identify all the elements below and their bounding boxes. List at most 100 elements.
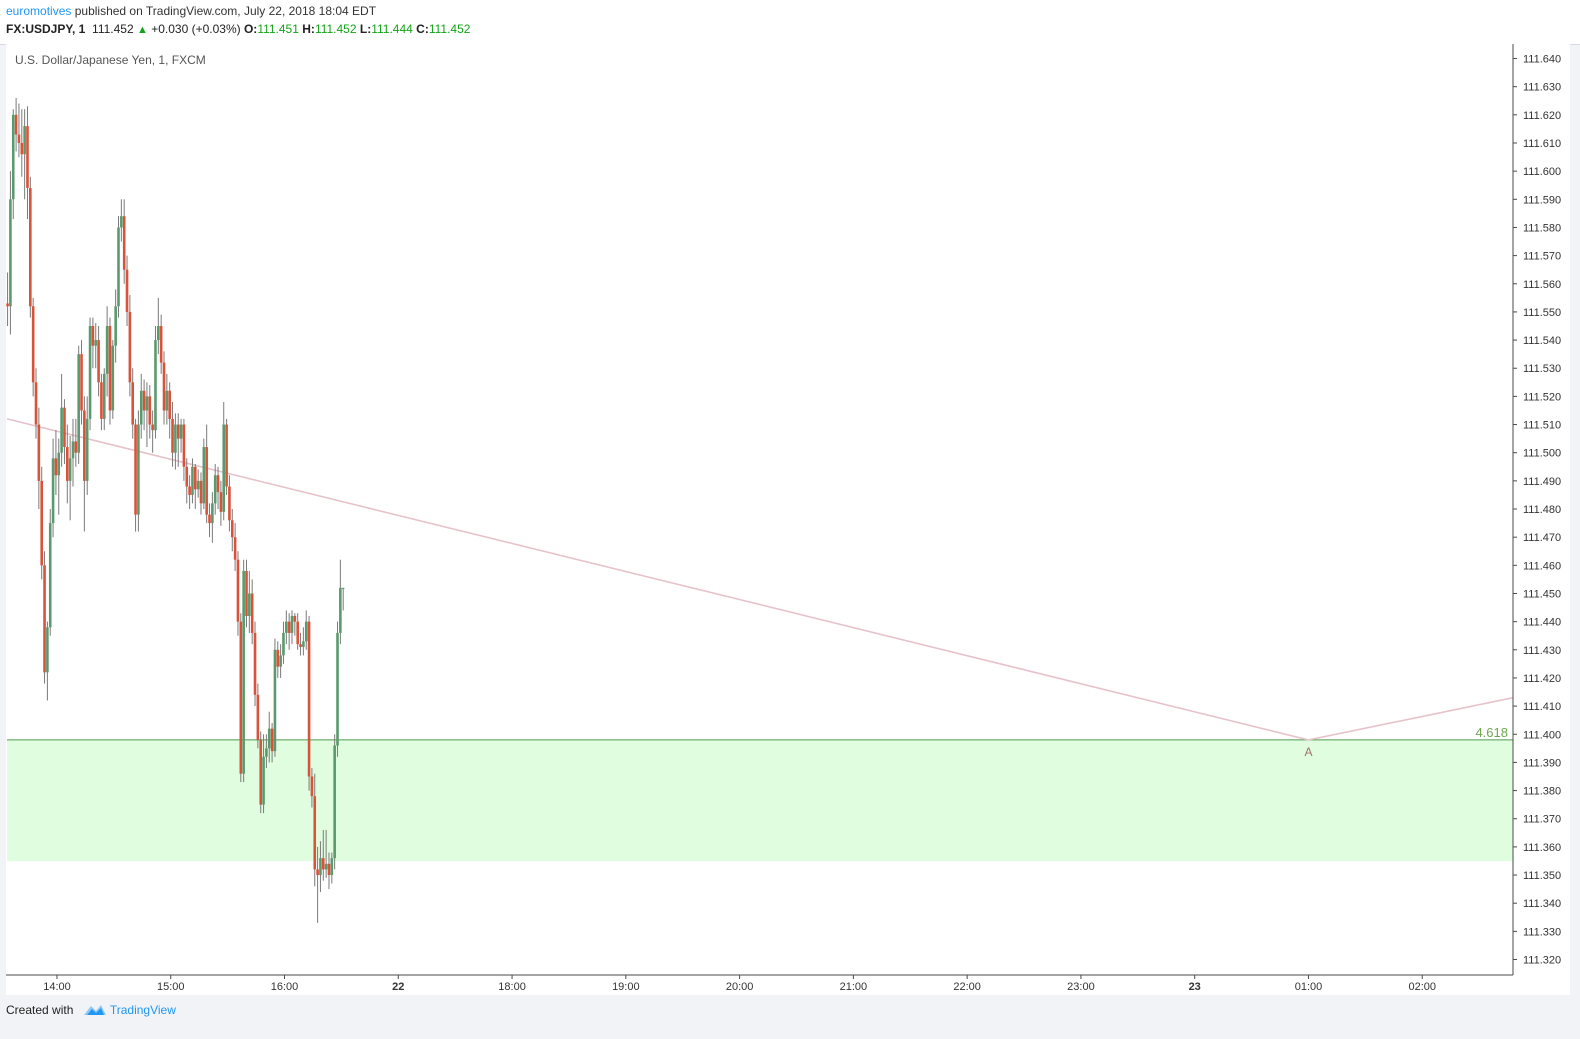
candle: [26, 106, 29, 220]
candle-body: [117, 227, 120, 307]
candle-body: [287, 621, 291, 633]
candle-body: [267, 728, 271, 749]
candle: [324, 829, 328, 878]
price-tick-label: 111.370: [1523, 814, 1561, 826]
candle-body: [97, 340, 100, 383]
candle-body: [111, 345, 115, 411]
candle-body: [213, 475, 217, 504]
candle-body: [273, 649, 277, 752]
candle-body: [293, 616, 297, 622]
candle-body: [339, 587, 342, 633]
candle: [157, 297, 160, 355]
candle-body: [43, 565, 46, 673]
candle: [248, 570, 251, 633]
candle-body: [336, 632, 339, 746]
candle: [125, 255, 129, 326]
candle-body: [279, 655, 282, 667]
candle: [165, 373, 169, 425]
candle-body: [60, 407, 63, 453]
price-tick-label: 111.350: [1523, 870, 1561, 882]
candle-body: [14, 114, 18, 135]
candle-body: [262, 756, 265, 805]
time-tick-label: 14:00: [43, 981, 71, 993]
candle: [205, 424, 208, 524]
publish-info: euromotives published on TradingView.com…: [6, 4, 376, 18]
high-label: H:: [302, 22, 315, 36]
candle-body: [120, 216, 123, 228]
candle-body: [233, 537, 237, 560]
candle: [179, 418, 183, 453]
time-tick-label: 22: [392, 981, 404, 993]
candle: [230, 509, 234, 552]
price-tick-label: 111.500: [1523, 448, 1561, 460]
candle-body: [165, 390, 169, 411]
candle-body: [185, 466, 189, 487]
candle-body: [208, 514, 211, 524]
candle: [185, 458, 189, 504]
candle-body: [253, 632, 257, 695]
candle-body: [276, 649, 280, 667]
price-chart[interactable]: 4.618 A 111.640 111.630 111.620 111.610 111.…: [6, 44, 1570, 995]
time-tick-label: 23: [1189, 981, 1201, 993]
tradingview-link[interactable]: TradingView: [109, 1003, 176, 1017]
candle-body: [230, 520, 234, 538]
candle-body: [105, 325, 109, 374]
candle: [159, 314, 163, 374]
price-tick-label: 111.510: [1523, 420, 1561, 432]
close-value: 111.452: [428, 22, 471, 36]
price-tick-label: 111.560: [1523, 279, 1561, 291]
candle-body: [270, 728, 274, 752]
candle-body: [219, 492, 223, 512]
candle-body: [77, 354, 80, 453]
price-tick-label: 111.340: [1523, 898, 1561, 910]
time-tick-label: 19:00: [612, 981, 640, 993]
candle-body: [40, 480, 44, 566]
low-value: 111.444: [371, 22, 413, 36]
candle: [259, 731, 263, 814]
candle: [270, 723, 274, 763]
price-tick-label: 111.380: [1523, 786, 1561, 798]
candle: [88, 317, 92, 431]
candle: [145, 382, 149, 448]
candle-body: [17, 134, 21, 143]
candle-body: [191, 466, 194, 495]
candle: [83, 396, 86, 532]
time-tick-label: 23:00: [1067, 981, 1095, 993]
candle: [202, 438, 206, 510]
candle: [9, 171, 12, 335]
price-tick-label: 111.540: [1523, 335, 1561, 347]
candle: [313, 773, 317, 887]
author-link[interactable]: euromotives: [6, 4, 72, 18]
candle: [117, 216, 120, 318]
symbol-name: FX:USDJPY, 1: [6, 22, 86, 36]
candle: [71, 418, 75, 487]
price-tick-label: 111.460: [1523, 560, 1561, 572]
chart-title: U.S. Dollar/Japanese Yen, 1, FXCM: [15, 53, 206, 67]
candle: [74, 418, 78, 467]
candle-body: [296, 621, 299, 645]
candle-body: [131, 382, 135, 425]
candle: [256, 683, 260, 749]
chart-area[interactable]: 4.618 A 111.640 111.630 111.620 111.610 111.…: [6, 44, 1570, 995]
candle-body: [154, 340, 157, 431]
candle-body: [193, 466, 197, 490]
candle: [182, 418, 186, 481]
candle-body: [145, 396, 149, 411]
candle: [174, 413, 177, 470]
candle: [151, 410, 154, 453]
candle-body: [302, 641, 305, 647]
time-tick-label: 22:00: [953, 981, 981, 993]
candle-body: [236, 559, 240, 622]
time-tick-label: 18:00: [498, 981, 526, 993]
price-tick-label: 111.570: [1523, 251, 1561, 263]
candle: [327, 852, 331, 890]
last-price: 111.452: [92, 22, 134, 36]
time-tick-label: 21:00: [840, 981, 868, 993]
price-tick-label: 111.600: [1523, 166, 1561, 178]
candle-body: [313, 796, 317, 870]
price-tick-label: 111.390: [1523, 757, 1561, 769]
target-zone: [7, 739, 1513, 861]
candle: [154, 325, 157, 439]
candle: [176, 413, 180, 467]
candle-body: [242, 570, 245, 774]
